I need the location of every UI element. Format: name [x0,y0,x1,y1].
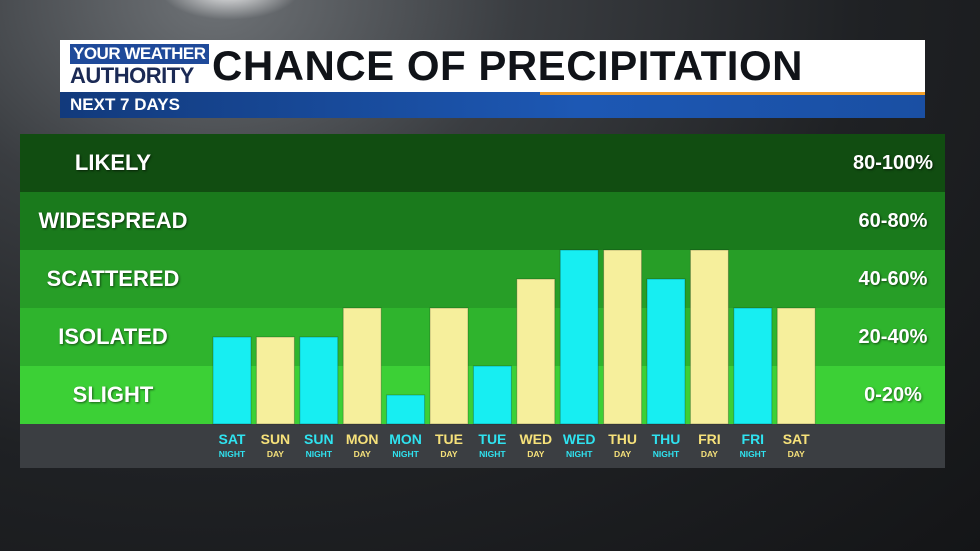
tick-label-period: DAY [701,449,718,459]
tick-label-period: DAY [788,449,805,459]
tick-label-period: DAY [354,449,371,459]
bar-fri-night [733,307,773,425]
tick-label-period: DAY [527,449,544,459]
bar-sun-day [255,336,295,425]
tick-label-day: SAT [219,431,246,447]
tick-label-day: SAT [783,431,810,447]
tick-label-period: NIGHT [740,449,767,459]
bar-wed-day [516,278,556,425]
station-logo: YOUR WEATHER AUTHORITY [70,44,209,88]
bar-sat-day [776,307,816,425]
band-widespread: WIDESPREAD 60-80% [20,192,945,250]
bar-fri-day [689,249,729,425]
bar-sun-night [299,336,339,425]
tick-label-period: NIGHT [566,449,593,459]
tick-label-period: DAY [267,449,284,459]
bar-thu-day [603,249,643,425]
bar-sat-night [212,336,252,425]
tick-label-day: FRI [742,431,765,447]
tick-label-day: WED [563,431,596,447]
tick-label-day: SUN [261,431,291,447]
tick-label-day: WED [519,431,552,447]
band-scattered: SCATTERED 40-60% [20,250,945,308]
tick-label-day: TUE [435,431,463,447]
tick-label-day: MON [389,431,422,447]
tick-label-day: THU [652,431,681,447]
band-range: 60-80% [858,210,928,232]
subtitle-bar [60,92,925,118]
bar-mon-night [386,394,426,425]
logo-line-1: YOUR WEATHER [70,44,209,64]
subtitle: NEXT 7 DAYS [70,95,180,114]
band-label: WIDESPREAD [38,208,188,233]
tick-label-day: MON [346,431,379,447]
tick-label-period: NIGHT [479,449,506,459]
bar-tue-day [429,307,469,425]
bar-thu-night [646,278,686,425]
band-label: ISOLATED [58,324,168,349]
band-range: 40-60% [858,268,928,290]
x-axis-strip [20,424,945,468]
light-glow [160,0,300,20]
band-range: 80-100% [852,152,934,174]
logo-line-2: AUTHORITY [70,63,194,88]
tick-label-day: SUN [304,431,334,447]
bar-mon-day [342,307,382,425]
band-label: LIKELY [74,150,152,175]
tick-label-day: THU [608,431,637,447]
band-likely: LIKELY 80-100% [20,134,945,192]
tick-label-period: DAY [614,449,631,459]
tick-label-day: FRI [698,431,721,447]
band-range: 20-40% [858,326,928,348]
tick-label-period: DAY [440,449,457,459]
tick-label-day: TUE [478,431,506,447]
subtitle-accent-line [540,92,925,95]
page-title: CHANCE OF PRECIPITATION [212,42,803,89]
tick-label-period: NIGHT [219,449,246,459]
tick-label-period: NIGHT [653,449,680,459]
tick-label-period: NIGHT [306,449,333,459]
bar-tue-night [472,365,512,425]
tick-label-period: NIGHT [392,449,419,459]
band-range: 0-20% [864,384,922,406]
band-label: SLIGHT [72,382,154,407]
band-label: SCATTERED [46,266,180,291]
bar-wed-night [559,249,599,425]
